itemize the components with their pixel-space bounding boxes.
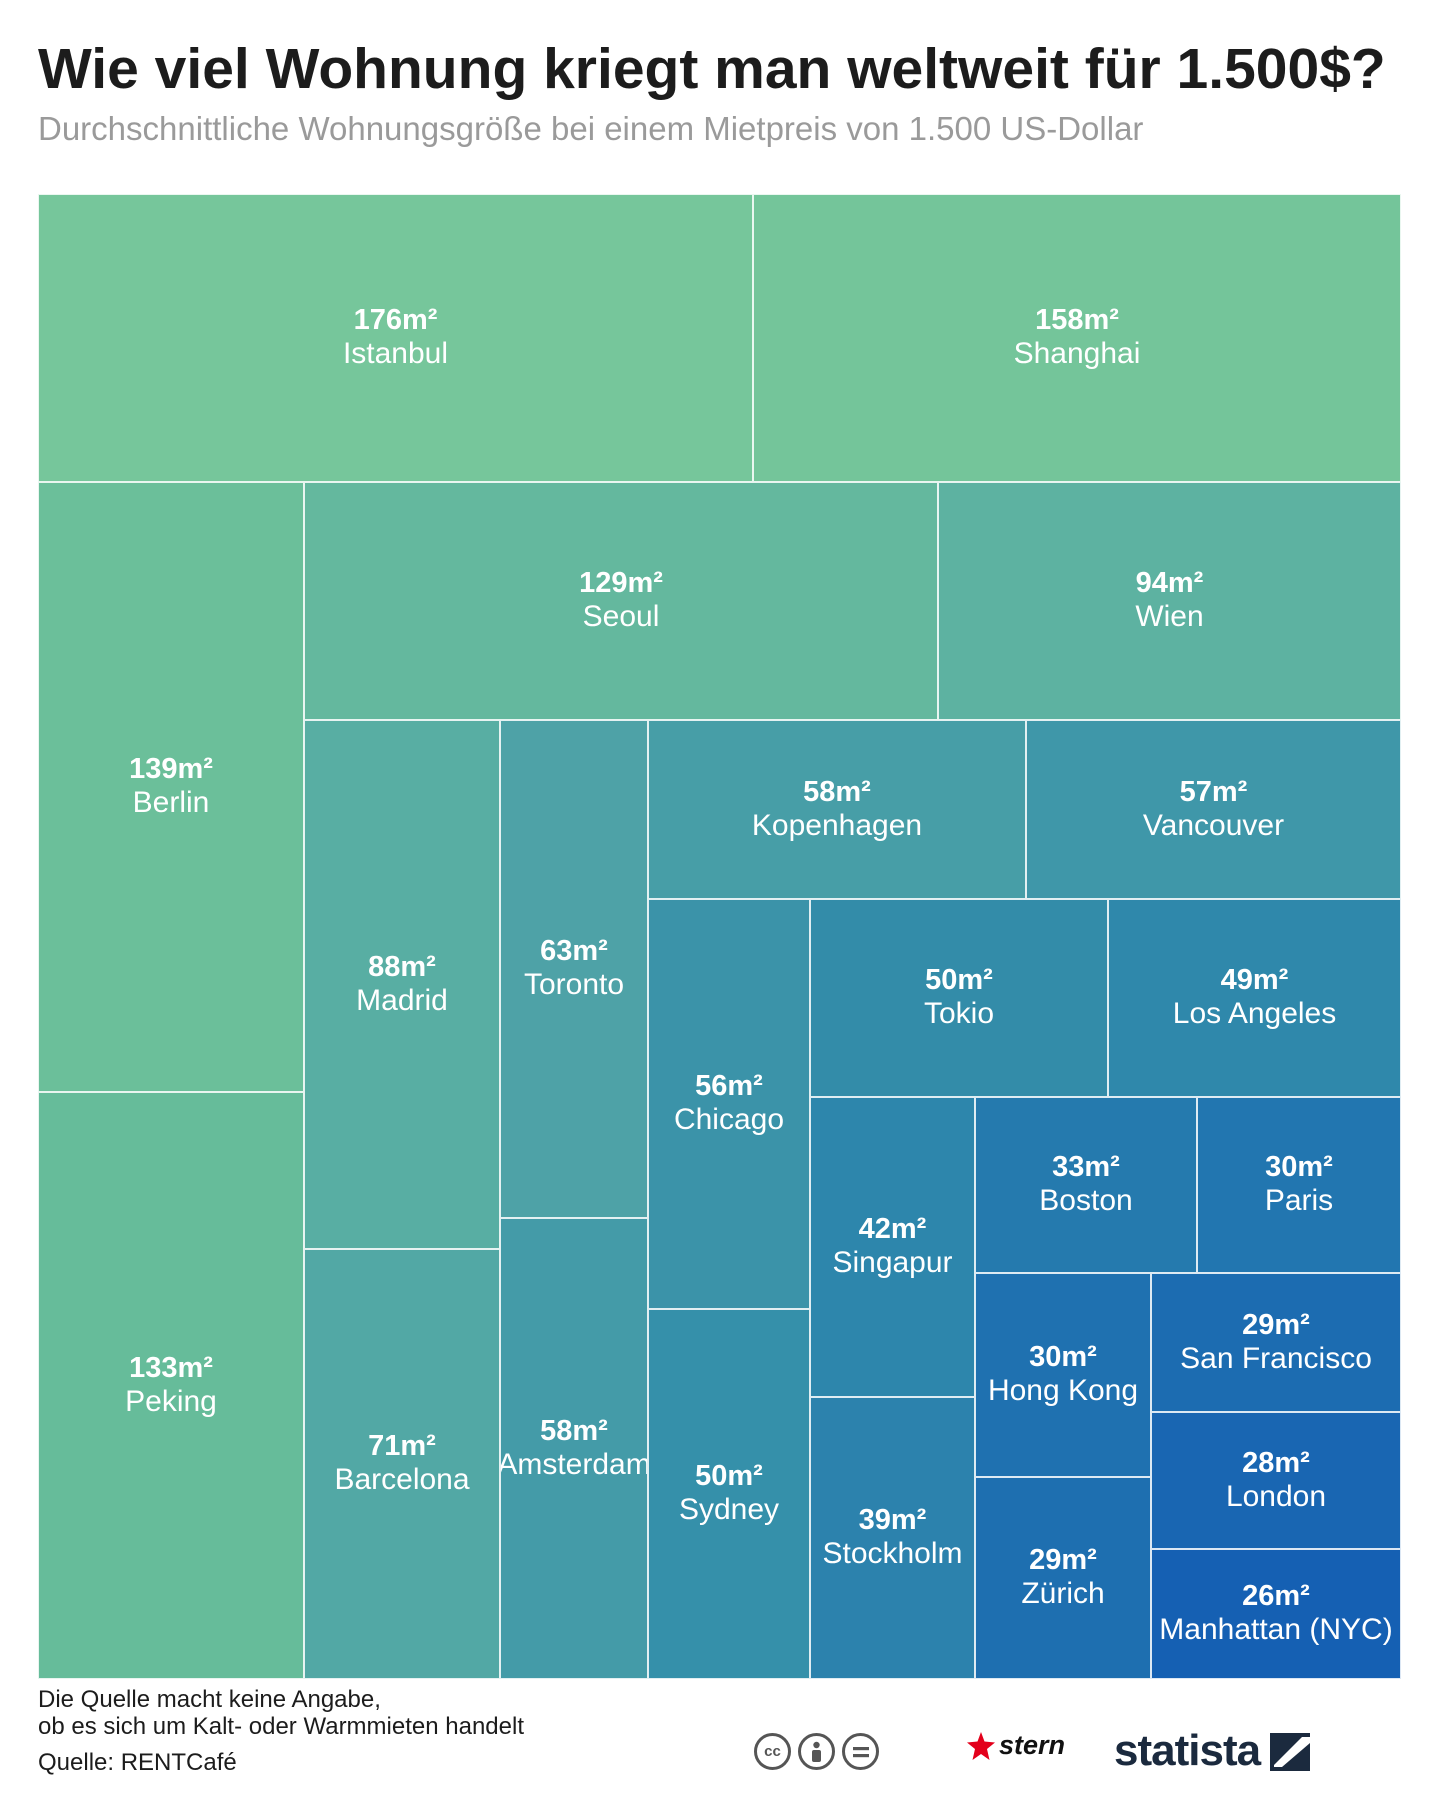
- tile-city-label: Vancouver: [1142, 808, 1285, 842]
- tile-city-label: Chicago: [673, 1103, 785, 1137]
- footer-note-line-2: ob es sich um Kalt- oder Warmmieten hand…: [38, 1713, 524, 1740]
- tile-chicago: 56m² Chicago: [648, 899, 810, 1309]
- tile-amsterdam: 58m² Amsterdam: [500, 1218, 648, 1679]
- tile-value: 50m²: [695, 1460, 763, 1493]
- source-label: Quelle: RENTCafé: [38, 1749, 237, 1776]
- tile-value: 133m²: [129, 1351, 213, 1384]
- tile-value: 158m²: [1035, 304, 1119, 337]
- tile-value: 88m²: [368, 950, 436, 983]
- by-person-icon: [798, 1733, 835, 1770]
- tile-value: 26m²: [1242, 1580, 1310, 1613]
- nd-equals-icon: [842, 1733, 879, 1770]
- tile-value: 30m²: [1029, 1341, 1097, 1374]
- tile-city-label: Boston: [1039, 1184, 1133, 1218]
- tile-value: 129m²: [579, 567, 663, 600]
- statista-mark-icon: [1270, 1733, 1311, 1771]
- tile-san-francisco: 29m² San Francisco: [1151, 1273, 1401, 1412]
- footer-note-line-1: Die Quelle macht keine Angabe,: [38, 1686, 381, 1713]
- tile-value: 49m²: [1220, 964, 1289, 997]
- footer-notes: Die Quelle macht keine Angabe, ob es sic…: [38, 1686, 524, 1776]
- tile-value: 56m²: [695, 1070, 763, 1103]
- tile-value: 29m²: [1029, 1544, 1097, 1577]
- tile-london: 28m² London: [1151, 1412, 1401, 1549]
- tile-value: 176m²: [353, 304, 438, 337]
- tile-hong-kong: 30m² Hong Kong: [975, 1273, 1151, 1477]
- tile-boston: 33m² Boston: [975, 1097, 1197, 1273]
- tile-city-label: Manhattan (NYC): [1159, 1613, 1393, 1647]
- tile-sydney: 50m² Sydney: [648, 1309, 810, 1679]
- tile-value: 58m²: [803, 775, 871, 808]
- tile-value: 33m²: [1052, 1151, 1120, 1184]
- tile-value: 50m²: [925, 964, 993, 997]
- tile-istanbul: 176m² Istanbul: [38, 194, 753, 482]
- tile-city-label: Shanghai: [1013, 337, 1141, 371]
- tile-vancouver: 57m² Vancouver: [1026, 720, 1401, 899]
- tile-city-label: London: [1225, 1479, 1327, 1513]
- tile-seoul: 129m² Seoul: [304, 482, 938, 720]
- tile-value: 57m²: [1179, 775, 1248, 808]
- tile-wien: 94m² Wien: [938, 482, 1401, 720]
- statista-wordmark: statista: [1114, 1726, 1261, 1775]
- tile-city-label: Madrid: [356, 983, 448, 1017]
- statista-logo: statista: [1114, 1726, 1314, 1776]
- tile-city-label: Istanbul: [342, 337, 449, 371]
- stern-wordmark: stern: [999, 1730, 1066, 1760]
- tile-value: 42m²: [858, 1213, 927, 1246]
- tile-paris: 30m² Paris: [1197, 1097, 1401, 1273]
- chart-title: Wie viel Wohnung kriegt man weltweit für…: [38, 37, 1386, 101]
- tile-value: 58m²: [540, 1414, 608, 1447]
- tile-tokio: 50m² Tokio: [810, 899, 1108, 1097]
- tile-madrid: 88m² Madrid: [304, 720, 500, 1249]
- tile-city-label: Barcelona: [334, 1463, 470, 1497]
- treemap: 176m² Istanbul 158m² Shanghai 139m² Berlin 133…: [38, 194, 1401, 1679]
- tile-city-label: Seoul: [582, 600, 660, 634]
- tile-barcelona: 71m² Barcelona: [304, 1249, 500, 1679]
- tile-value: 30m²: [1265, 1151, 1333, 1184]
- chart-subtitle: Durchschnittliche Wohnungsgröße bei eine…: [38, 110, 1144, 147]
- tile-value: 63m²: [540, 935, 608, 968]
- tile-city-label: Hong Kong: [987, 1374, 1139, 1408]
- tile-value: 28m²: [1242, 1446, 1310, 1479]
- stern-logo: stern: [966, 1730, 1065, 1761]
- tile-kopenhagen: 58m² Kopenhagen: [648, 720, 1026, 899]
- tile-peking: 133m² Peking: [38, 1092, 304, 1679]
- tile-value: 39m²: [858, 1504, 927, 1537]
- tile-city-label: Wien: [1135, 600, 1204, 634]
- tile-value: 94m²: [1135, 567, 1204, 600]
- tile-city-label: Stockholm: [822, 1537, 963, 1571]
- tile-city-label: Los Angeles: [1172, 997, 1337, 1031]
- tile-city-label: Amsterdam: [500, 1447, 648, 1481]
- tile-city-label: Paris: [1264, 1184, 1334, 1218]
- tile-zurich: 29m² Zürich: [975, 1477, 1151, 1679]
- tile-city-label: Peking: [125, 1384, 217, 1418]
- cc-icon: cc: [754, 1733, 791, 1770]
- tile-city-label: Tokio: [923, 997, 995, 1031]
- tile-singapur: 42m² Singapur: [810, 1097, 975, 1397]
- license-badges: cc: [754, 1733, 879, 1770]
- tile-city-label: Toronto: [523, 968, 625, 1002]
- tile-stockholm: 39m² Stockholm: [810, 1397, 975, 1679]
- tile-city-label: San Francisco: [1180, 1341, 1372, 1375]
- tile-value: 29m²: [1242, 1308, 1310, 1341]
- tile-city-label: Zürich: [1021, 1577, 1105, 1611]
- tile-berlin: 139m² Berlin: [38, 482, 304, 1092]
- tile-city-label: Kopenhagen: [751, 808, 923, 842]
- tile-city-label: Berlin: [132, 786, 210, 820]
- tile-shanghai: 158m² Shanghai: [753, 194, 1401, 482]
- tile-value: 71m²: [368, 1430, 436, 1463]
- stern-star-icon: [967, 1731, 995, 1760]
- tile-city-label: Sydney: [678, 1493, 780, 1527]
- tile-manhattan-nyc: 26m² Manhattan (NYC): [1151, 1549, 1401, 1679]
- tile-city-label: Singapur: [832, 1246, 953, 1280]
- tile-toronto: 63m² Toronto: [500, 720, 648, 1218]
- tile-value: 139m²: [129, 753, 213, 786]
- tile-los-angeles: 49m² Los Angeles: [1108, 899, 1401, 1097]
